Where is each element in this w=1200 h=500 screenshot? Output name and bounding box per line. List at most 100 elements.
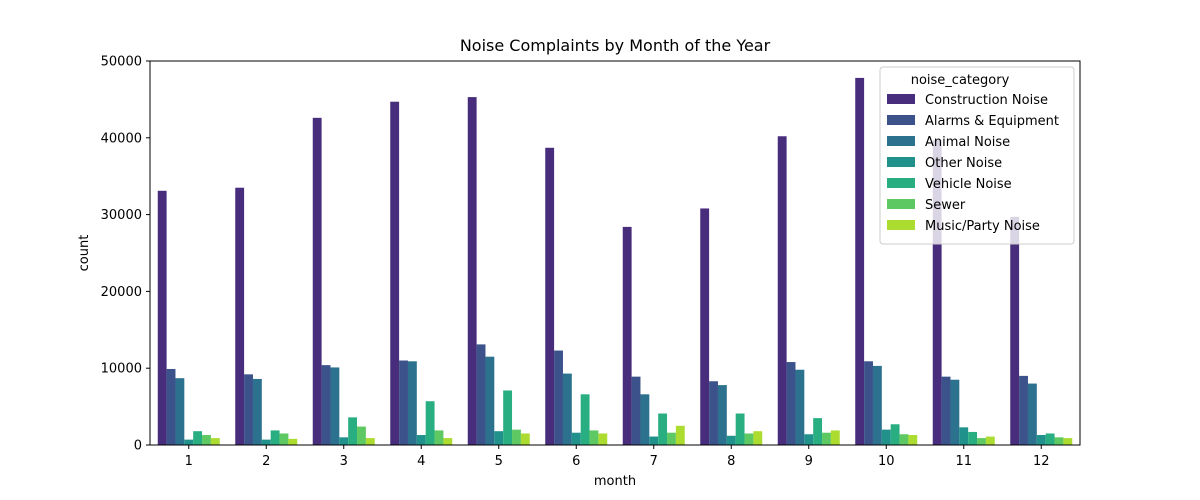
bar-sewer-month-6 bbox=[589, 430, 599, 445]
y-tick-label: 50000 bbox=[101, 55, 142, 70]
bar-sewer-month-4 bbox=[434, 430, 444, 445]
bar-animal-noise-month-2 bbox=[252, 378, 262, 445]
legend-entry-label: Sewer bbox=[925, 198, 966, 213]
bar-construction-noise-month-5 bbox=[467, 97, 477, 445]
bar-vehicle-noise-month-10 bbox=[890, 424, 900, 445]
bar-alarms-equipment-month-4 bbox=[399, 360, 408, 445]
bar-animal-noise-month-10 bbox=[872, 365, 882, 445]
bar-music-party-noise-month-12 bbox=[1063, 438, 1073, 445]
bar-animal-noise-month-3 bbox=[330, 367, 340, 445]
bar-vehicle-noise-month-6 bbox=[580, 394, 590, 445]
bar-other-noise-month-7 bbox=[649, 436, 659, 445]
bar-sewer-month-10 bbox=[899, 434, 909, 445]
bar-music-party-noise-month-9 bbox=[830, 430, 840, 445]
bar-construction-noise-month-8 bbox=[700, 208, 710, 445]
bar-other-noise-month-6 bbox=[571, 432, 581, 445]
bar-animal-noise-month-5 bbox=[485, 356, 495, 445]
bar-alarms-equipment-month-1 bbox=[166, 368, 176, 445]
legend-entry-label: Alarms & Equipment bbox=[925, 114, 1059, 129]
x-tick-label: 3 bbox=[340, 454, 348, 469]
bar-other-noise-month-5 bbox=[494, 431, 504, 445]
y-tick-label: 0 bbox=[134, 439, 142, 454]
bar-vehicle-noise-month-7 bbox=[658, 413, 668, 445]
bar-sewer-month-3 bbox=[357, 426, 366, 445]
bar-sewer-month-8 bbox=[744, 433, 754, 445]
bar-construction-noise-month-6 bbox=[545, 147, 555, 445]
x-axis-label: month bbox=[594, 474, 636, 489]
x-tick-label: 4 bbox=[417, 454, 425, 469]
legend: noise_category Construction Noise Alarms &… bbox=[879, 66, 1075, 245]
bar-music-party-noise-month-11 bbox=[985, 436, 995, 445]
bar-animal-noise-month-6 bbox=[562, 373, 572, 445]
legend-swatch bbox=[887, 220, 915, 230]
legend-swatch bbox=[887, 136, 915, 146]
legend-swatch bbox=[887, 115, 915, 125]
bar-other-noise-month-4 bbox=[416, 435, 426, 445]
bar-music-party-noise-month-1 bbox=[210, 438, 220, 445]
bar-other-noise-month-3 bbox=[339, 437, 349, 445]
bar-animal-noise-month-11 bbox=[950, 379, 960, 445]
legend-entry-label: Other Noise bbox=[925, 156, 1002, 171]
bar-vehicle-noise-month-12 bbox=[1045, 433, 1055, 445]
x-tick-label: 6 bbox=[572, 454, 580, 469]
legend-entry-label: Music/Party Noise bbox=[925, 219, 1040, 234]
plot-frame bbox=[149, 60, 1081, 446]
bar-animal-noise-month-9 bbox=[795, 369, 805, 445]
x-tick-label: 11 bbox=[955, 454, 972, 469]
bar-alarms-equipment-month-9 bbox=[786, 362, 796, 445]
bar-construction-noise-month-7 bbox=[622, 226, 632, 445]
bar-music-party-noise-month-4 bbox=[443, 438, 453, 445]
bar-sewer-month-9 bbox=[822, 432, 831, 445]
legend-swatch bbox=[887, 157, 915, 167]
bar-alarms-equipment-month-11 bbox=[941, 376, 951, 445]
bar-vehicle-noise-month-4 bbox=[425, 401, 435, 445]
x-tick-label: 7 bbox=[650, 454, 658, 469]
bar-vehicle-noise-month-9 bbox=[813, 418, 823, 445]
bar-other-noise-month-10 bbox=[881, 429, 891, 445]
bar-music-party-noise-month-6 bbox=[598, 433, 608, 445]
bar-alarms-equipment-month-6 bbox=[554, 350, 563, 445]
bar-vehicle-noise-month-3 bbox=[348, 417, 358, 445]
bar-animal-noise-month-7 bbox=[640, 394, 650, 445]
bar-vehicle-noise-month-1 bbox=[193, 431, 203, 445]
bar-sewer-month-2 bbox=[279, 433, 289, 445]
bar-alarms-equipment-month-5 bbox=[476, 344, 486, 445]
bar-music-party-noise-month-10 bbox=[908, 435, 918, 445]
bar-construction-noise-month-10 bbox=[855, 77, 865, 446]
bar-animal-noise-month-4 bbox=[407, 361, 417, 445]
bar-vehicle-noise-month-8 bbox=[735, 413, 745, 445]
bar-alarms-equipment-month-10 bbox=[864, 361, 873, 445]
bar-other-noise-month-2 bbox=[261, 439, 271, 445]
bar-alarms-equipment-month-12 bbox=[1019, 375, 1028, 445]
legend-swatch bbox=[887, 178, 915, 188]
y-tick-label: 20000 bbox=[101, 285, 142, 300]
bar-music-party-noise-month-3 bbox=[365, 438, 375, 445]
bar-construction-noise-month-12 bbox=[1010, 216, 1020, 445]
bar-other-noise-month-9 bbox=[804, 434, 814, 445]
bar-animal-noise-month-8 bbox=[717, 385, 727, 445]
bar-sewer-month-11 bbox=[977, 438, 986, 445]
bar-alarms-equipment-month-7 bbox=[631, 376, 641, 445]
legend-entry-label: Construction Noise bbox=[925, 93, 1048, 108]
y-tick-label: 30000 bbox=[101, 208, 142, 223]
bar-sewer-month-7 bbox=[667, 432, 676, 445]
y-tick-label: 10000 bbox=[101, 362, 142, 377]
x-tick-label: 9 bbox=[805, 454, 813, 469]
bar-sewer-month-12 bbox=[1054, 437, 1064, 445]
bar-vehicle-noise-month-2 bbox=[270, 430, 280, 445]
bar-vehicle-noise-month-11 bbox=[968, 431, 978, 445]
x-tick-label: 5 bbox=[495, 454, 503, 469]
legend-title: noise_category bbox=[911, 73, 1010, 88]
bar-other-noise-month-1 bbox=[184, 439, 194, 445]
bar-sewer-month-5 bbox=[512, 429, 521, 445]
x-tick-label: 2 bbox=[262, 454, 270, 469]
legend-entry-label: Animal Noise bbox=[925, 135, 1010, 150]
bar-construction-noise-month-1 bbox=[157, 190, 167, 445]
bar-construction-noise-month-9 bbox=[777, 136, 787, 445]
bar-music-party-noise-month-7 bbox=[675, 425, 685, 445]
y-tick-label: 40000 bbox=[101, 131, 142, 146]
x-tick-label: 10 bbox=[878, 454, 895, 469]
bar-vehicle-noise-month-5 bbox=[503, 390, 513, 445]
